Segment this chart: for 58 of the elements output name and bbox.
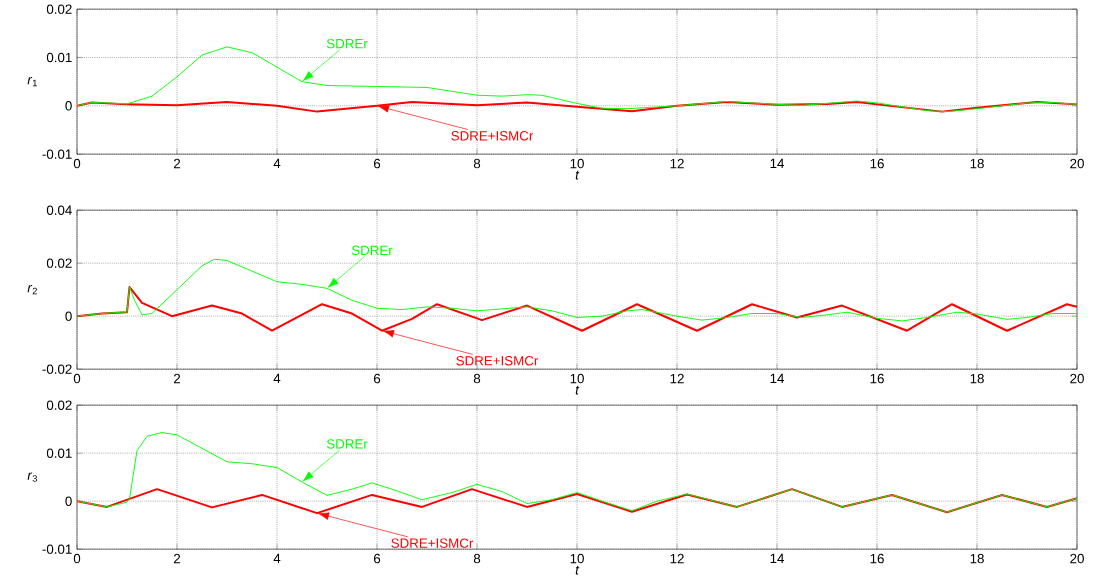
x-tick-label: 6 (373, 158, 381, 169)
x-tick-label: 18 (970, 373, 984, 384)
y-tick-label: 0 (65, 311, 72, 321)
x-tick-label: 16 (870, 553, 884, 564)
x-tick-label: 4 (273, 553, 281, 563)
text: SDRE+ISMCr (391, 538, 474, 548)
text: SDRE+ISMCr (451, 131, 534, 141)
x-tick-label: 6 (373, 553, 381, 564)
x-tick-label: 20 (1070, 373, 1084, 384)
x-tick-label: 4 (273, 158, 281, 168)
x-tick-label: 16 (870, 158, 884, 169)
x-tick-label: 20 (1070, 553, 1084, 564)
x-tick-label: 16 (870, 373, 884, 384)
x-tick-label: 12 (670, 158, 684, 169)
x-tick-label: 10 (570, 158, 584, 169)
x-axis-title: t (575, 565, 580, 575)
x-tick-label: 10 (570, 553, 584, 564)
y-tick-label: 0.02 (46, 400, 72, 410)
y-tick-label: 0.01 (46, 448, 72, 458)
x-tick-label: 8 (473, 158, 481, 169)
x-tick-label: 2 (173, 373, 181, 384)
x-tick-label: 4 (273, 373, 281, 383)
x-tick-label: 10 (570, 373, 584, 384)
x-axis-title: t (575, 170, 580, 180)
x-tick-label: 14 (770, 553, 785, 563)
y-tick-label: 0.02 (46, 4, 72, 14)
x-tick-label: 20 (1070, 158, 1084, 169)
y-tick-label: 0.01 (46, 52, 72, 63)
x-tick-label: 2 (173, 158, 181, 169)
y-tick-label: 0.04 (46, 205, 72, 215)
x-tick-label: 8 (473, 553, 481, 564)
x-tick-label: 8 (473, 373, 481, 384)
x-tick-label: 12 (670, 373, 684, 384)
y-axis-title: r$_{2}$ (27, 285, 37, 295)
y-tick-label: 0 (65, 101, 72, 111)
y-axis-title: r$_{3}$ (27, 472, 37, 482)
y-tick-label: -0.01 (42, 149, 72, 159)
x-tick-label: 2 (173, 553, 181, 564)
line-series (77, 100, 1078, 113)
x-tick-label: 18 (970, 158, 984, 169)
text: SDREr (326, 38, 368, 49)
x-axis-title: t (575, 385, 580, 395)
x-tick-label: 14 (770, 373, 785, 383)
text: SDREr (326, 439, 368, 449)
x-tick-label: 12 (670, 553, 684, 564)
x-tick-label: 6 (373, 373, 381, 384)
x-tick-label: 0 (73, 158, 81, 169)
x-tick-label: 0 (73, 553, 81, 564)
y-axis-title: r$_{1}$ (27, 76, 37, 87)
text: SDREr (351, 245, 393, 255)
x-tick-label: 14 (770, 158, 785, 168)
y-tick-label: 0 (65, 496, 72, 506)
y-tick-label: 0.02 (46, 258, 72, 268)
x-tick-label: 18 (970, 553, 984, 564)
y-tick-label: -0.02 (42, 364, 72, 374)
text: SDRE+ISMCr (456, 355, 539, 366)
y-tick-label: -0.01 (42, 544, 72, 554)
x-tick-label: 0 (73, 373, 81, 384)
